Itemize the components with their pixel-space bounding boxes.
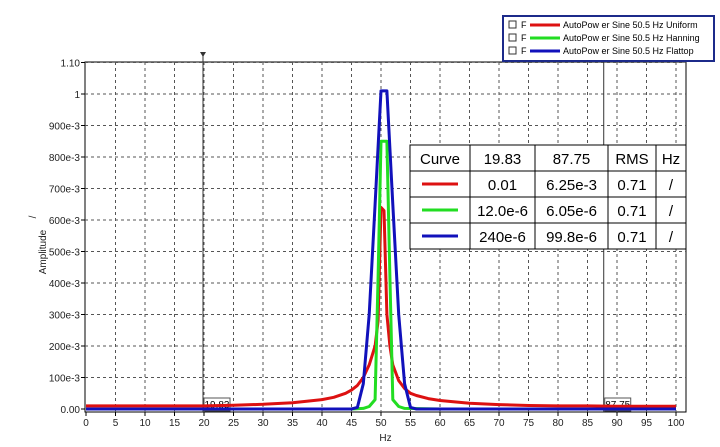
y-tick-label: 800e-3 xyxy=(49,153,81,164)
table-header-cell: 19.83 xyxy=(484,151,522,168)
x-tick-label: 65 xyxy=(464,418,476,429)
legend-checkbox[interactable] xyxy=(508,33,517,42)
y-tick-label: 100e-3 xyxy=(49,374,81,385)
x-tick-label: 20 xyxy=(198,418,210,429)
table-cell: 0.01 xyxy=(488,177,517,194)
x-tick-label: 0 xyxy=(83,418,89,429)
table-cell: 0.71 xyxy=(617,203,646,220)
x-tick-label: 45 xyxy=(346,418,358,429)
x-tick-label: 35 xyxy=(287,418,299,429)
table-cell: / xyxy=(669,229,674,246)
x-tick-label: 55 xyxy=(405,418,417,429)
x-tick-label: 100 xyxy=(668,418,685,429)
x-tick-label: 40 xyxy=(316,418,328,429)
x-tick-label: 85 xyxy=(582,418,594,429)
table-cell: / xyxy=(669,177,674,194)
y-tick-label: 0.00 xyxy=(61,405,81,416)
legend-checkbox-label: F xyxy=(521,46,527,56)
table-cell: 6.25e-3 xyxy=(546,177,597,194)
x-tick-label: 15 xyxy=(169,418,181,429)
y-tick-label: 1 xyxy=(74,90,80,101)
legend-checkbox-label: F xyxy=(521,33,527,43)
y-tick-label: 1.10 xyxy=(61,59,81,70)
y-tick-label: 700e-3 xyxy=(49,185,81,196)
x-tick-label: 50 xyxy=(375,418,387,429)
legend-checkbox[interactable] xyxy=(508,20,517,29)
y-tick-label: 900e-3 xyxy=(49,122,81,133)
x-tick-label: 25 xyxy=(228,418,240,429)
legend-entry-label: AutoPow er Sine 50.5 Hz Uniform xyxy=(563,20,698,30)
table-cell: 12.0e-6 xyxy=(477,203,528,220)
table-header-cell: RMS xyxy=(615,151,648,168)
y-tick-label: 400e-3 xyxy=(49,279,81,290)
x-tick-label: 70 xyxy=(493,418,505,429)
x-tick-label: 10 xyxy=(139,418,151,429)
table-cell: 0.71 xyxy=(617,229,646,246)
table-header-cell: Hz xyxy=(662,151,680,168)
legend[interactable]: F AutoPow er Sine 50.5 Hz Uniform F AutoPow… xyxy=(502,15,715,62)
series-line-1 xyxy=(86,205,676,408)
table-cell: / xyxy=(669,203,674,220)
y-axis-unit: / xyxy=(28,215,39,218)
x-tick-label: 60 xyxy=(434,418,446,429)
legend-entry-label: AutoPow er Sine 50.5 Hz Hanning xyxy=(563,33,700,43)
y-axis-title: Amplitude xyxy=(38,229,49,274)
table-cell: 6.05e-6 xyxy=(546,203,597,220)
series-lines xyxy=(86,89,676,411)
legend-checkbox-label: F xyxy=(521,20,527,30)
y-tick-label: 500e-3 xyxy=(49,248,81,259)
cursor-value-table: Curve 19.83 87.75 RMS Hz 0.01 6.25e-3 0.71 / 12.0… xyxy=(409,144,687,250)
x-tick-label: 30 xyxy=(257,418,269,429)
axes: 0 5 10 15 20 25 30 35 40 45 50 55 60 65 70 75 80 85 90 95 10… xyxy=(28,59,685,445)
x-tick-label: 75 xyxy=(523,418,535,429)
x-tick-label: 80 xyxy=(552,418,564,429)
table-cell: 0.71 xyxy=(617,177,646,194)
table-cell: 240e-6 xyxy=(479,229,526,246)
table-cell: 99.8e-6 xyxy=(546,229,597,246)
y-tick-label: 200e-3 xyxy=(49,342,81,353)
x-axis-title: Hz xyxy=(379,433,391,444)
y-tick-label: 600e-3 xyxy=(49,216,81,227)
x-tick-label: 90 xyxy=(611,418,623,429)
series-line-3 xyxy=(86,89,676,411)
x-tick-label: 95 xyxy=(641,418,653,429)
cursor-handle-icon[interactable] xyxy=(199,52,206,57)
table-header-cell: Curve xyxy=(420,151,460,168)
x-tick-label: 5 xyxy=(113,418,119,429)
legend-checkbox[interactable] xyxy=(508,46,517,55)
y-tick-label: 300e-3 xyxy=(49,311,81,322)
table-header-cell: 87.75 xyxy=(553,151,591,168)
legend-entry-label: AutoPow er Sine 50.5 Hz Flattop xyxy=(563,46,694,56)
